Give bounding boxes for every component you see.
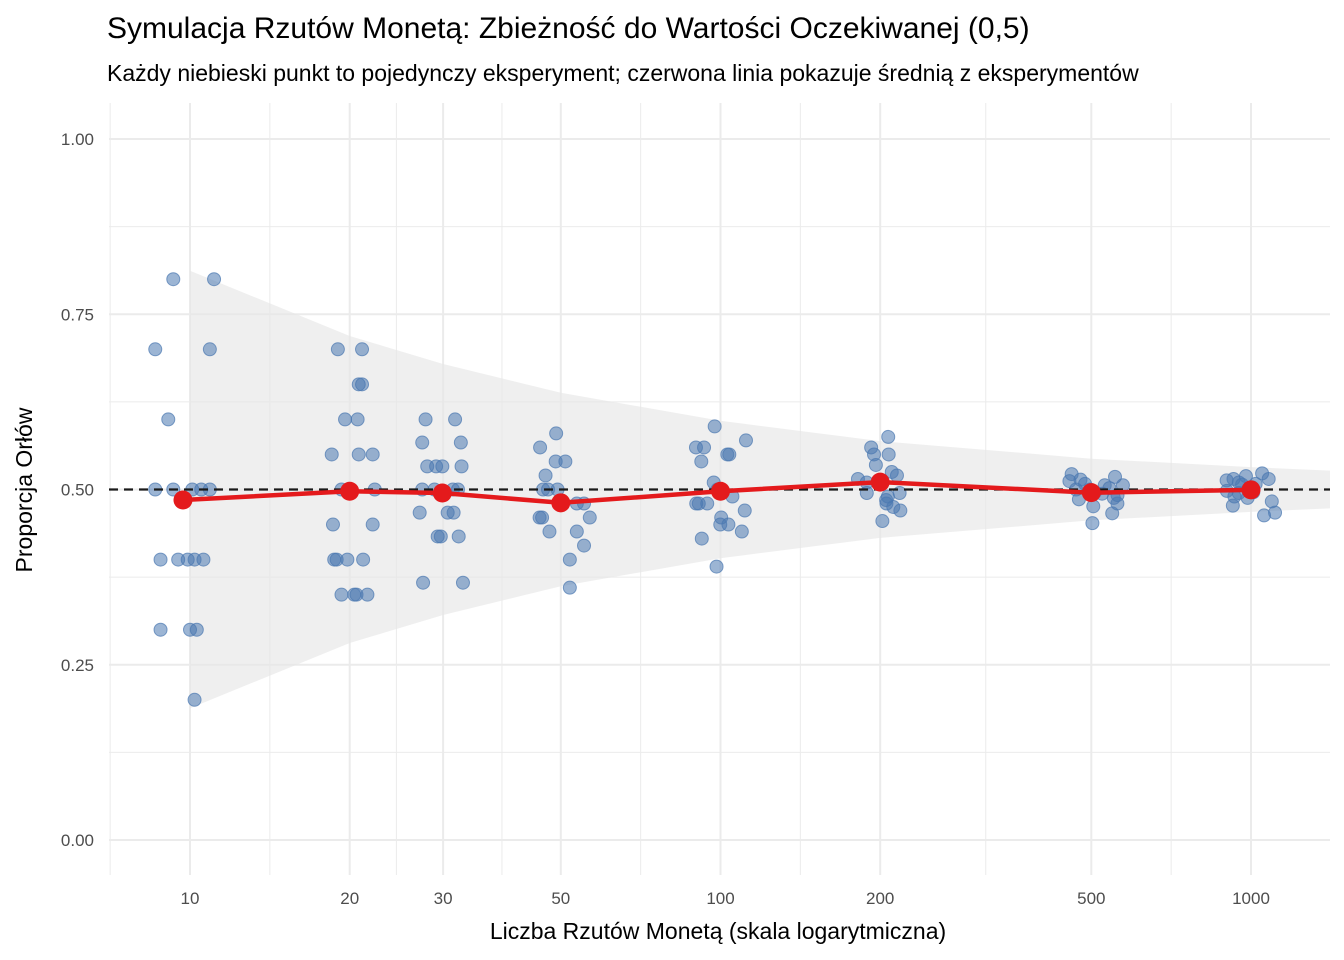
experiment-point [694, 531, 709, 546]
experiment-point [202, 342, 217, 357]
experiment-point [707, 419, 722, 434]
experiment-point [875, 514, 890, 529]
experiment-point [360, 587, 375, 602]
experiment-point [697, 440, 712, 455]
mean-point [870, 472, 890, 492]
experiment-point [868, 457, 883, 472]
experiment-point [365, 447, 380, 462]
y-axis-title: Proporcja Orłów [11, 407, 37, 572]
experiment-point [562, 580, 577, 595]
experiment-point [538, 468, 553, 483]
experiment-point [542, 524, 557, 539]
experiment-point [709, 559, 724, 574]
y-tick-label: 0.75 [61, 305, 94, 324]
experiment-point [435, 459, 450, 474]
chart-title: Symulacja Rzutów Monetą: Zbieżność do Wa… [107, 12, 1030, 45]
experiment-point [416, 575, 431, 590]
experiment-point [448, 412, 463, 427]
x-tick-label: 20 [340, 889, 359, 908]
experiment-point [334, 587, 349, 602]
experiment-point [330, 342, 345, 357]
mean-line-layer [173, 472, 1261, 513]
tick-labels-layer: 10 20 30 50 100 200 500 1000 0.00 0.25 0.50 0.75 1.0… [61, 130, 1270, 908]
experiment-point [412, 505, 427, 520]
experiment-point [549, 426, 564, 441]
experiment-point [148, 342, 163, 357]
mean-point [551, 493, 571, 513]
experiment-point [577, 538, 592, 553]
experiment-point [734, 524, 749, 539]
y-tick-label: 0.50 [61, 481, 94, 500]
experiment-point [355, 342, 370, 357]
experiment-point [558, 454, 573, 469]
experiment-point [582, 510, 597, 525]
experiment-point [738, 433, 753, 448]
experiment-point [418, 412, 433, 427]
experiment-point [324, 447, 339, 462]
x-tick-label: 10 [181, 889, 200, 908]
experiment-point [187, 692, 202, 707]
experiment-point [694, 454, 709, 469]
experiment-point [879, 496, 894, 511]
x-axis-title: Liczba Rzutów Monetą (skala logarytmiczn… [490, 918, 946, 944]
experiment-point [700, 496, 715, 511]
experiment-point [722, 447, 737, 462]
experiment-point [166, 272, 181, 287]
x-tick-label: 100 [706, 889, 734, 908]
mean-point [711, 481, 730, 501]
mean-point [340, 481, 360, 501]
y-tick-label: 0.00 [61, 831, 94, 850]
experiment-point [454, 459, 469, 474]
experiment-point [453, 435, 468, 450]
mean-line [182, 479, 1252, 506]
experiment-point [350, 412, 365, 427]
experiment-point [451, 529, 466, 544]
x-tick-label: 200 [866, 889, 894, 908]
experiment-point [153, 622, 168, 637]
mean-point [432, 483, 452, 503]
y-tick-label: 0.25 [61, 656, 94, 675]
x-tick-label: 500 [1077, 889, 1105, 908]
experiment-point [533, 440, 548, 455]
experiment-point [161, 412, 176, 427]
experiment-point [535, 510, 550, 525]
experiment-point [207, 272, 222, 287]
experiment-point [881, 429, 896, 444]
experiment-point [569, 524, 584, 539]
experiment-point [737, 503, 752, 518]
experiment-point [433, 529, 448, 544]
experiment-point [1257, 508, 1272, 523]
experiment-point [1085, 516, 1100, 531]
chart-subtitle: Każdy niebieski punkt to pojedynczy eksp… [107, 60, 1139, 86]
mean-point [1081, 483, 1101, 503]
experiment-point [325, 517, 340, 532]
x-tick-label: 50 [551, 889, 570, 908]
mean-point [1241, 480, 1261, 500]
experiment-point [340, 552, 355, 567]
x-tick-label: 30 [434, 889, 453, 908]
experiment-point [455, 575, 470, 590]
experiment-point [196, 552, 211, 567]
experiment-point [365, 517, 380, 532]
experiment-point [446, 505, 461, 520]
experiment-point [1261, 471, 1276, 486]
experiment-point [881, 447, 896, 462]
experiment-point [153, 552, 168, 567]
experiment-point [356, 552, 371, 567]
experiment-point [562, 552, 577, 567]
experiment-point [355, 377, 370, 392]
mean-point [173, 490, 193, 510]
experiment-point [415, 435, 430, 450]
experiment-point [351, 447, 366, 462]
y-tick-label: 1.00 [61, 130, 94, 149]
experiment-point [893, 503, 908, 518]
experiment-point [189, 622, 204, 637]
x-tick-label: 1000 [1232, 889, 1270, 908]
experiment-point [889, 468, 904, 483]
experiment-point [338, 412, 353, 427]
experiment-point [721, 517, 736, 532]
experiment-point [1225, 498, 1240, 513]
experiment-point [1105, 506, 1120, 521]
